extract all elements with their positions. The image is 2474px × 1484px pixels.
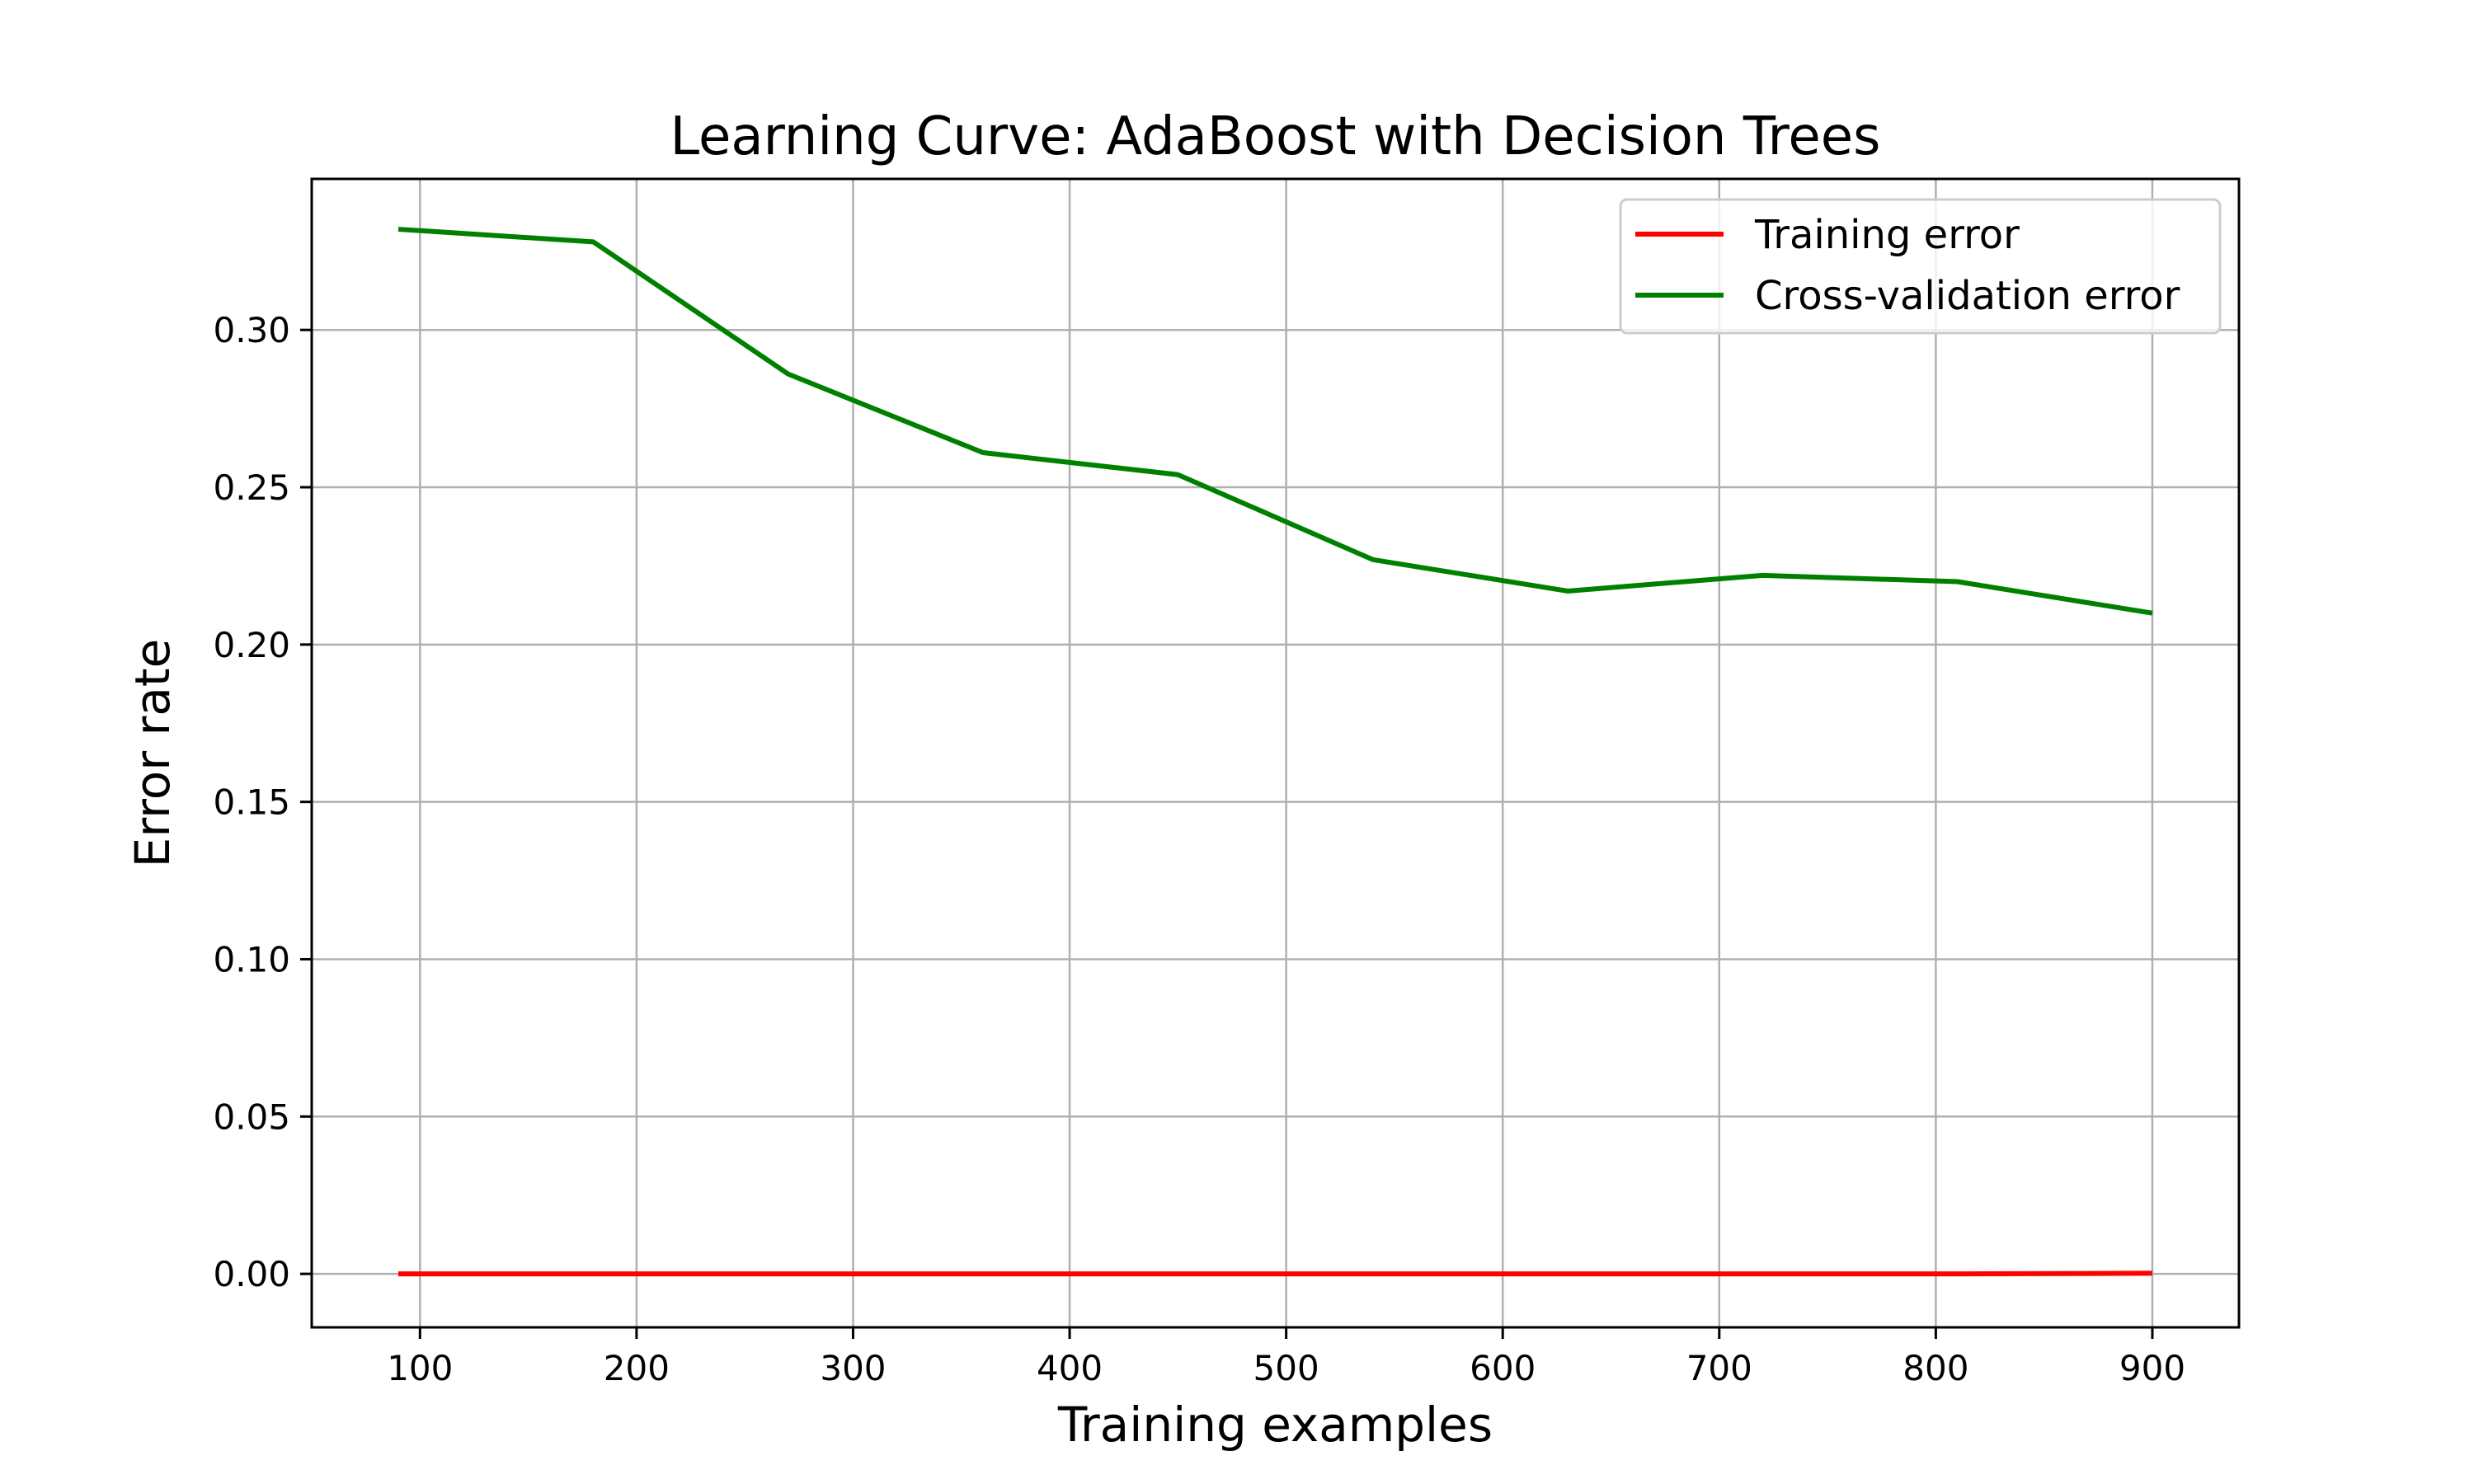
tick-layer: 100 200 300 400 500 600 700 800 900 0.00 0.05 0.10 0… [213, 310, 2185, 1388]
x-tick-label: 400 [1037, 1348, 1103, 1388]
chart-title: Learning Curve: AdaBoost with Decision T… [670, 106, 1880, 167]
y-tick-label: 0.20 [213, 625, 290, 665]
y-tick-label: 0.00 [213, 1254, 290, 1294]
y-tick-label: 0.25 [213, 467, 290, 508]
x-axis-label: Training examples [1057, 1397, 1493, 1453]
x-tick-label: 100 [387, 1348, 453, 1388]
x-tick-label: 500 [1253, 1348, 1319, 1388]
series-line-1 [397, 227, 2153, 616]
legend: Training error Cross-validation error [1619, 198, 2222, 335]
x-tick-label: 700 [1686, 1348, 1752, 1388]
legend-label-0: Training error [1754, 212, 2020, 258]
y-tick-label: 0.15 [213, 782, 290, 823]
y-axis-label: Error rate [125, 639, 181, 868]
legend-box [1619, 198, 2222, 335]
x-tick-label: 800 [1903, 1348, 1968, 1388]
plot-frame [310, 177, 2241, 1329]
x-tick-label: 900 [2119, 1348, 2185, 1388]
series-line-0 [398, 1270, 2152, 1277]
x-tick-label: 200 [604, 1348, 670, 1388]
y-tick-label: 0.10 [213, 939, 290, 979]
y-tick-label: 0.30 [213, 310, 290, 350]
x-tick-label: 600 [1470, 1348, 1536, 1388]
y-tick-label: 0.05 [213, 1097, 290, 1137]
x-tick-label: 300 [820, 1348, 886, 1388]
series-layer [397, 227, 2153, 1277]
legend-label-1: Cross-validation error [1755, 273, 2180, 319]
